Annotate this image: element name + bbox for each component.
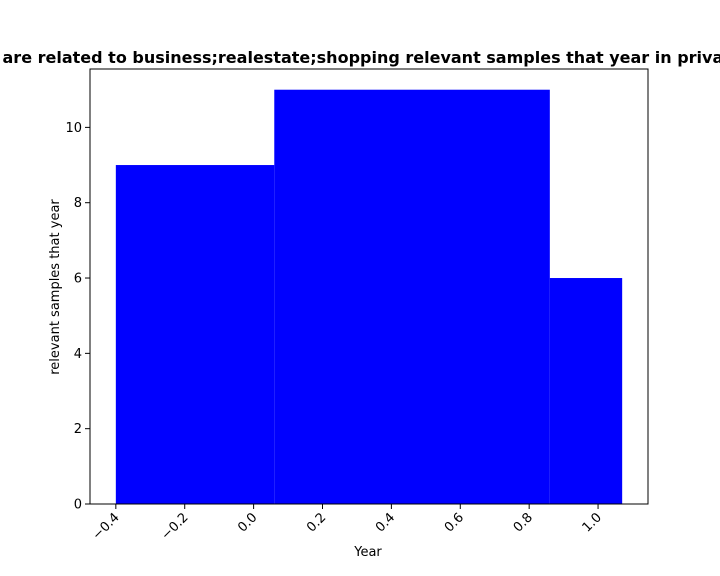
y-axis-label: relevant samples that year bbox=[48, 199, 63, 375]
x-tick-label: 0.4 bbox=[373, 510, 398, 535]
x-axis-label: Year bbox=[353, 545, 382, 560]
x-tick-label: 0.6 bbox=[442, 510, 467, 535]
y-tick-label: 8 bbox=[74, 196, 82, 211]
x-tick-label: −0.2 bbox=[159, 510, 192, 543]
bar-1 bbox=[115, 165, 275, 505]
y-tick-label: 0 bbox=[74, 498, 82, 513]
x-tick-label: 0.0 bbox=[235, 510, 260, 535]
x-axis: −0.4 −0.2 0.0 0.2 0.4 0.6 0.8 1.0 bbox=[90, 504, 605, 543]
bar-2 bbox=[274, 89, 550, 504]
x-tick-label: −0.4 bbox=[90, 510, 123, 543]
plot-frame bbox=[89, 68, 649, 505]
bars-group bbox=[115, 89, 623, 505]
x-tick-label: 0.2 bbox=[304, 510, 329, 535]
y-tick-label: 4 bbox=[74, 347, 82, 362]
y-tick-label: 2 bbox=[74, 422, 82, 437]
bar-3 bbox=[549, 278, 623, 504]
y-axis: 0 2 4 6 8 10 bbox=[65, 121, 90, 513]
y-tick-label: 10 bbox=[65, 121, 82, 136]
x-tick-label: 0.8 bbox=[511, 510, 536, 535]
chart-title: ar are related to business;realestate;sh… bbox=[0, 48, 720, 67]
y-tick-label: 6 bbox=[74, 272, 82, 287]
x-tick-label: 1.0 bbox=[580, 510, 605, 535]
